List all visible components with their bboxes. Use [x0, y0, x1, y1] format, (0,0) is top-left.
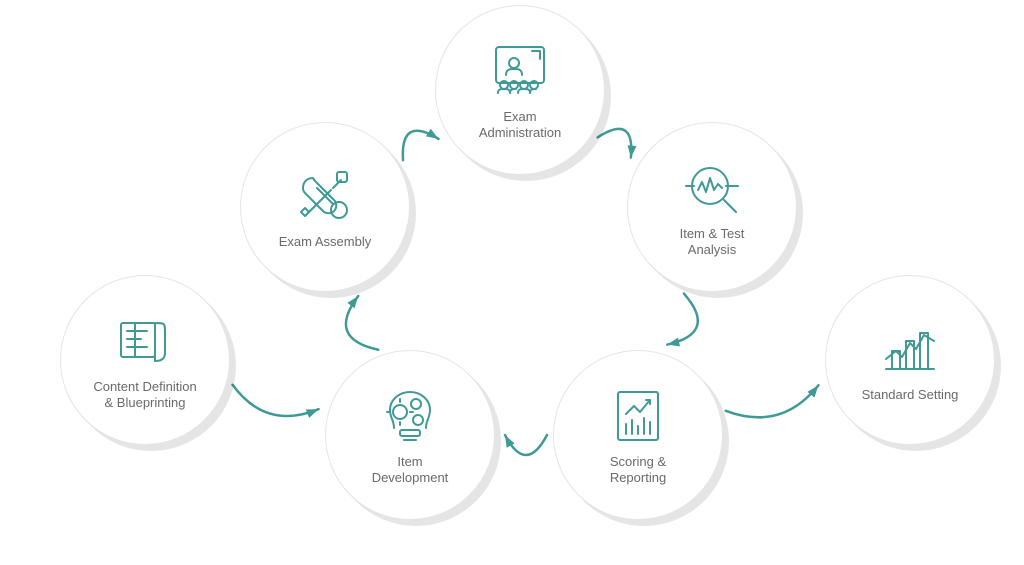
classroom-icon-wrap: [488, 39, 552, 103]
report-icon: [606, 384, 670, 448]
node-item-test-analysis: Item & TestAnalysis: [627, 122, 797, 292]
node-label: Item & TestAnalysis: [670, 226, 755, 259]
node-label: Content Definition& Blueprinting: [83, 379, 206, 412]
analysis-icon: [680, 156, 744, 220]
node-scoring-reporting: Scoring &Reporting: [553, 350, 723, 520]
tools-icon-wrap: [293, 164, 357, 228]
node-exam-admin: ExamAdministration: [435, 5, 605, 175]
node-label: ItemDevelopment: [362, 454, 459, 487]
arrowhead: [347, 296, 358, 308]
lightbulb-icon-wrap: [378, 384, 442, 448]
node-standard-setting: Standard Setting: [825, 275, 995, 445]
classroom-icon: [488, 39, 552, 103]
tools-icon: [293, 164, 357, 228]
node-label: Exam Assembly: [269, 234, 381, 250]
edge-exam_admin-to-item_test_analysis: [598, 129, 632, 158]
node-content-definition: Content Definition& Blueprinting: [60, 275, 230, 445]
arrowhead: [426, 129, 439, 139]
node-label: Scoring &Reporting: [600, 454, 676, 487]
standards-icon-wrap: [878, 317, 942, 381]
edge-scoring_reporting-to-standard_setting: [726, 385, 819, 417]
lightbulb-icon: [378, 384, 442, 448]
analysis-icon-wrap: [680, 156, 744, 220]
node-exam-assembly: Exam Assembly: [240, 122, 410, 292]
edge-content_definition-to-item_development: [233, 385, 319, 416]
standards-icon: [878, 317, 942, 381]
node-label: Standard Setting: [852, 387, 969, 403]
arrowhead: [306, 409, 319, 418]
edge-item_test_analysis-to-scoring_reporting: [667, 294, 697, 345]
report-icon-wrap: [606, 384, 670, 448]
diagram-stage: Content Definition& Blueprinting ItemDeve…: [0, 0, 1024, 565]
blueprint-icon: [113, 309, 177, 373]
blueprint-icon-wrap: [113, 309, 177, 373]
node-label: ExamAdministration: [469, 109, 571, 142]
node-item-development: ItemDevelopment: [325, 350, 495, 520]
